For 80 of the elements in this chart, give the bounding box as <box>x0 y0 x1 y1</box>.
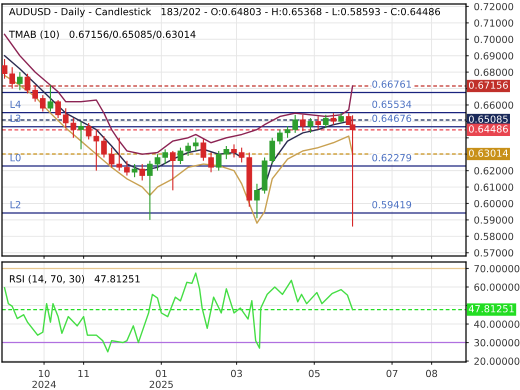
candlestick <box>292 114 298 134</box>
y-tick-label: 0.68000 <box>474 68 514 76</box>
candlestick <box>108 147 114 168</box>
y-tick-label: 0.70000 <box>474 36 514 44</box>
candlestick <box>238 147 244 163</box>
candlestick <box>70 118 76 138</box>
candlestick <box>17 72 23 91</box>
annotation: L0 <box>10 154 21 162</box>
ref-line-label: 0.59419 <box>372 200 412 208</box>
candlestick <box>101 136 107 158</box>
candlestick <box>24 73 30 94</box>
candlestick <box>9 66 16 90</box>
candlestick <box>154 154 160 172</box>
candlestick <box>269 137 276 165</box>
text: RSI (14, 70, 30) 47.81251 <box>10 275 140 284</box>
annotation: L2 <box>10 200 20 208</box>
y-tick-label: 0.62000 <box>474 167 514 174</box>
line-series <box>4 74 354 224</box>
y-tick-label: 60.00000 <box>474 283 520 291</box>
candlestick <box>48 84 54 112</box>
candlestick <box>162 148 168 165</box>
candlestick <box>55 99 61 119</box>
x-tick-label: 11 <box>78 370 89 378</box>
x-tick-label: 08 <box>426 370 438 378</box>
y-tick-label: 30.00000 <box>474 339 520 346</box>
ref-line-label: 0.67156 <box>468 81 508 89</box>
y-tick-label: 0.66000 <box>474 101 514 109</box>
candlestick <box>116 137 122 172</box>
ref-line-label: 0.62279 <box>372 154 412 162</box>
candlestick <box>40 94 46 112</box>
candlestick <box>231 144 237 158</box>
ref-line-label: 0.63014 <box>468 149 508 157</box>
ref-line-label: 0.65085 <box>468 115 508 123</box>
x-tick-label: 07 <box>386 370 398 378</box>
candlestick <box>124 160 130 176</box>
line-series <box>4 272 354 353</box>
y-tick-label: 0.60000 <box>474 200 514 208</box>
candlestick <box>350 114 356 228</box>
annotation: L3 <box>10 114 20 122</box>
chart-title: AUDUSD - Daily - Candlestick 183/202 - O:0.64803 - H:0.65368 - L:0.58593 - C:0.64486 <box>9 8 440 18</box>
candlestick <box>147 160 153 220</box>
candlestick <box>224 145 230 160</box>
x-tick-label: 10 2024 <box>32 370 56 388</box>
ref-line-label: 0.64676 <box>372 114 412 122</box>
candlestick <box>139 164 146 182</box>
candlestick <box>300 114 306 132</box>
candlestick <box>94 129 100 172</box>
y-tick-label: 70.00000 <box>474 264 520 272</box>
y-tick-label: 0.61000 <box>474 184 514 191</box>
y-tick-label: 0.58000 <box>474 232 514 240</box>
annotation: L4 <box>10 100 21 108</box>
candlestick <box>216 150 222 172</box>
text: TMAB (10) 0.67156/0.65085/0.63014 <box>8 30 196 40</box>
ref-line-label: 0.65534 <box>372 100 412 108</box>
candlestick <box>86 122 92 140</box>
candlestick <box>32 84 38 102</box>
candlestick <box>330 112 336 126</box>
candlestick <box>2 58 8 80</box>
candlestick <box>315 116 321 130</box>
candlestick <box>170 150 176 191</box>
x-tick-label: 05 <box>308 370 320 378</box>
ref-line-label: 0.64486 <box>468 125 508 133</box>
y-tick-label: 40.00000 <box>474 320 520 328</box>
candlestick <box>78 120 84 150</box>
candlestick <box>132 164 138 178</box>
candlestick <box>62 108 69 129</box>
candlestick <box>192 137 199 152</box>
x-tick-label: 03 <box>231 370 242 378</box>
y-tick-label: 0.71000 <box>474 19 514 27</box>
ref-line-label: 0.66761 <box>372 80 411 88</box>
candlestick <box>338 112 344 124</box>
candlestick <box>308 118 314 134</box>
y-tick-label: 20.00000 <box>474 358 520 365</box>
ref-line-label: 47.81251 <box>468 305 514 312</box>
y-tick-label: 0.57000 <box>474 249 514 257</box>
y-tick-label: 0.59000 <box>474 216 514 224</box>
candlestick <box>322 114 329 129</box>
y-tick-label: 0.69000 <box>474 52 514 60</box>
x-tick-label: 01 2025 <box>150 370 173 388</box>
y-tick-label: 0.72000 <box>474 2 514 10</box>
